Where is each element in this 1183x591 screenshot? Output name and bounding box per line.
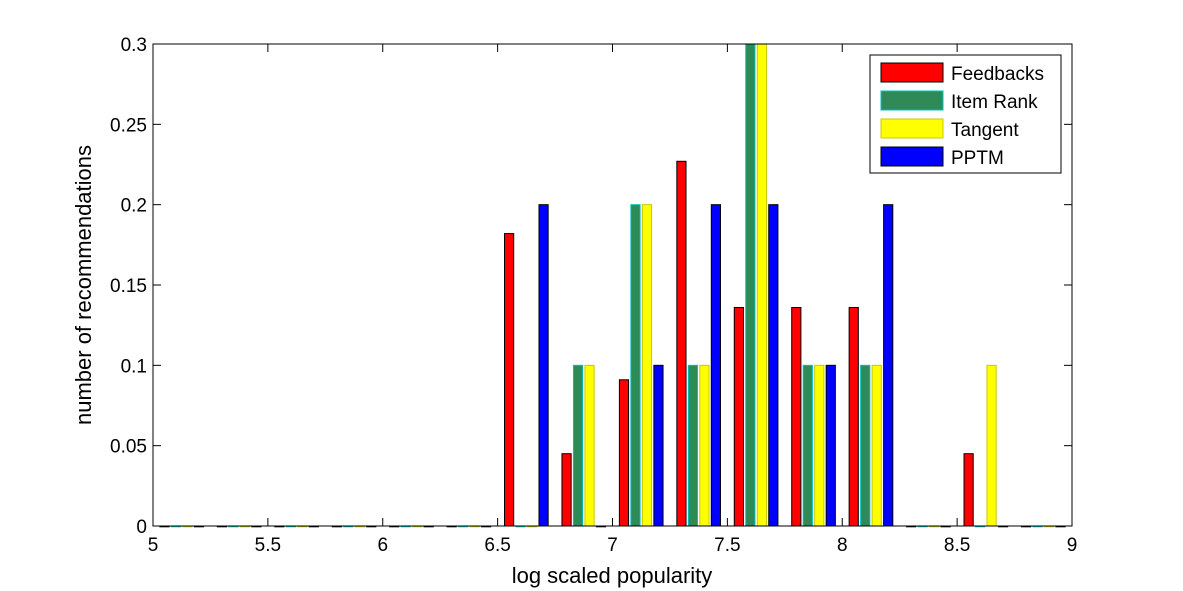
x-tick-label-0: 5 <box>148 535 159 556</box>
bar-feedbacks-14 <box>963 453 974 527</box>
y-tick-label-1: 0.05 <box>110 437 147 458</box>
bar-feedbacks-10 <box>733 306 744 527</box>
legend-swatch-tangent <box>880 118 944 139</box>
ticks-layer: 5 5.5 6 6.5 7 7.5 8 8.5 9 0 0.05 0.1 0.15 0.2 0.25 0.3 <box>110 35 1077 556</box>
legend-swatch-pptm <box>880 146 944 167</box>
bar-pptm-10 <box>768 204 779 527</box>
bar-pptm-8 <box>653 364 664 527</box>
y-tick-label-6: 0.3 <box>121 35 147 56</box>
x-axis-label: log scaled popularity <box>512 563 713 588</box>
y-tick-label-4: 0.2 <box>121 196 147 217</box>
bar-feedbacks-7 <box>561 453 572 527</box>
legend-label-tangent: Tangent <box>951 120 1019 141</box>
bar-feedbacks-8 <box>618 379 630 527</box>
bar-pptm-6 <box>538 204 549 527</box>
bar-item-rank-12 <box>860 364 871 527</box>
bar-tangent-11 <box>814 364 825 527</box>
bar-feedbacks-12 <box>848 306 859 527</box>
y-axis-label: number of recommendations <box>71 145 96 425</box>
legend-swatch-feedbacks <box>880 62 944 83</box>
legend-label-pptm: PPTM <box>951 148 1004 169</box>
bar-item-rank-10 <box>745 43 756 527</box>
y-tick-label-2: 0.1 <box>121 356 147 377</box>
bar-tangent-10 <box>756 43 767 527</box>
bar-item-rank-11 <box>802 364 813 527</box>
bar-pptm-9 <box>710 204 721 527</box>
bar-feedbacks-6 <box>504 233 515 527</box>
bar-tangent-8 <box>641 204 653 527</box>
bar-item-rank-8 <box>630 204 641 527</box>
bar-pptm-12 <box>883 204 894 527</box>
x-tick-label-4: 7 <box>607 535 618 556</box>
y-tick-label-3: 0.15 <box>110 276 147 297</box>
bar-pptm-11 <box>825 364 836 527</box>
bar-item-rank-7 <box>572 364 584 527</box>
bar-tangent-14 <box>986 364 997 527</box>
x-tick-label-3: 6.5 <box>484 535 510 556</box>
legend-label-feedbacks: Feedbacks <box>951 64 1044 85</box>
bar-tangent-12 <box>871 364 882 527</box>
x-tick-label-8: 9 <box>1067 535 1078 556</box>
x-tick-label-6: 8 <box>837 535 848 556</box>
legend: Feedbacks Item Rank Tangent PPTM <box>869 54 1062 174</box>
bar-feedbacks-11 <box>791 306 802 527</box>
x-tick-label-5: 7.5 <box>714 535 740 556</box>
bar-tangent-7 <box>584 364 595 527</box>
bars-layer <box>159 43 1066 528</box>
x-tick-label-7: 8.5 <box>944 535 970 556</box>
bar-feedbacks-9 <box>676 160 687 527</box>
y-tick-label-0: 0 <box>136 517 147 538</box>
x-tick-label-1: 5.5 <box>255 535 281 556</box>
bar-tangent-9 <box>699 364 710 527</box>
bar-item-rank-9 <box>687 364 699 527</box>
legend-label-item-rank: Item Rank <box>951 92 1038 113</box>
legend-swatch-item-rank <box>880 90 944 111</box>
y-tick-label-5: 0.25 <box>110 115 147 136</box>
x-tick-label-2: 6 <box>377 535 388 556</box>
